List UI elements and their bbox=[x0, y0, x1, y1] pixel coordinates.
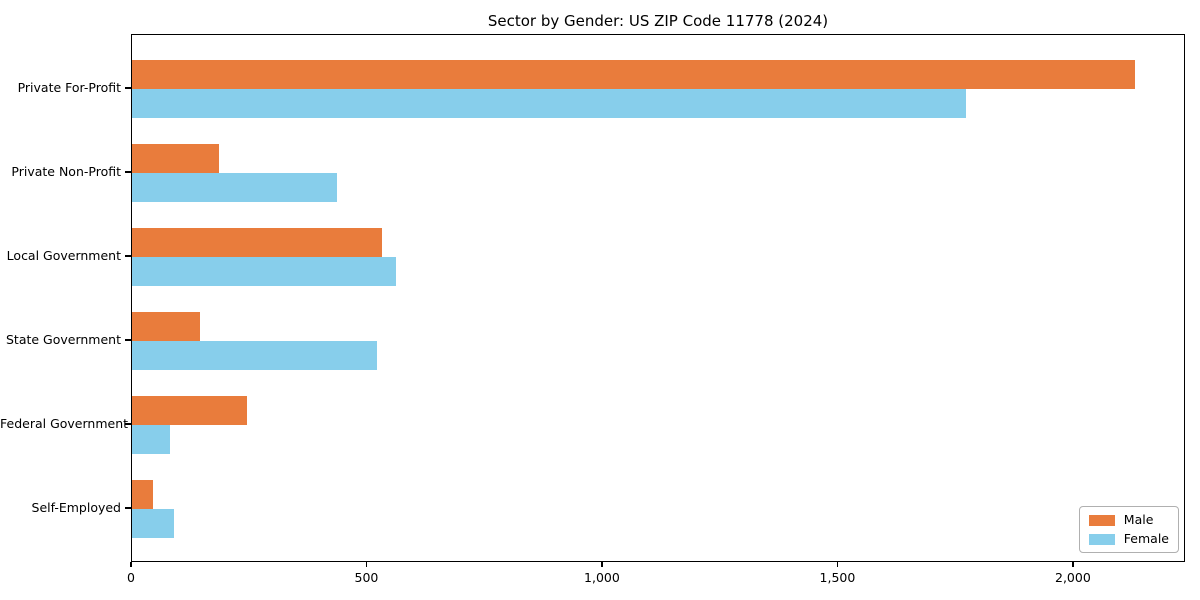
y-tick-mark bbox=[125, 507, 131, 509]
y-tick-mark bbox=[125, 255, 131, 257]
y-axis-label-0: Private For-Profit bbox=[17, 80, 121, 95]
bar-male-4 bbox=[132, 396, 248, 425]
bar-male-5 bbox=[132, 480, 154, 509]
bar-male-1 bbox=[132, 144, 220, 173]
y-tick-mark bbox=[125, 171, 131, 173]
legend-item-male: Male bbox=[1088, 512, 1169, 527]
x-axis-label-4: 2,000 bbox=[1055, 570, 1091, 585]
y-tick-mark bbox=[125, 423, 131, 425]
legend-item-female: Female bbox=[1088, 531, 1169, 546]
y-axis-label-4: Federal Government bbox=[0, 416, 129, 431]
y-tick-mark bbox=[125, 87, 131, 89]
bar-female-0 bbox=[132, 89, 966, 118]
x-axis-label-2: 1,000 bbox=[584, 570, 620, 585]
legend-label-male: Male bbox=[1123, 512, 1154, 527]
bar-female-1 bbox=[132, 173, 337, 202]
y-tick-mark bbox=[125, 339, 131, 341]
x-tick-mark bbox=[601, 562, 603, 567]
x-tick-mark bbox=[1072, 562, 1074, 567]
legend-swatch-male bbox=[1088, 514, 1115, 526]
legend: Male Female bbox=[1078, 506, 1179, 553]
x-axis-label-1: 500 bbox=[354, 570, 379, 585]
x-axis-label-0: 0 bbox=[127, 570, 135, 585]
x-axis-label-3: 1,500 bbox=[819, 570, 856, 585]
chart-title: Sector by Gender: US ZIP Code 11778 (202… bbox=[487, 12, 829, 30]
legend-swatch-female bbox=[1088, 533, 1115, 545]
legend-label-female: Female bbox=[1123, 531, 1169, 546]
bar-male-0 bbox=[132, 60, 1136, 89]
y-axis-label-3: State Government bbox=[5, 332, 121, 347]
y-axis-label-2: Local Government bbox=[6, 248, 121, 263]
bar-male-3 bbox=[132, 312, 201, 341]
bar-female-5 bbox=[132, 509, 175, 538]
y-axis-label-1: Private Non-Profit bbox=[11, 164, 121, 179]
bar-female-4 bbox=[132, 425, 170, 454]
bar-male-2 bbox=[132, 228, 382, 257]
y-axis-label-5: Self-Employed bbox=[31, 500, 121, 515]
x-tick-mark bbox=[130, 562, 132, 567]
bar-female-2 bbox=[132, 257, 396, 286]
plot-area: Male Female bbox=[131, 34, 1185, 562]
x-tick-mark bbox=[365, 562, 368, 567]
x-tick-mark bbox=[836, 562, 839, 567]
bar-female-3 bbox=[132, 341, 377, 370]
